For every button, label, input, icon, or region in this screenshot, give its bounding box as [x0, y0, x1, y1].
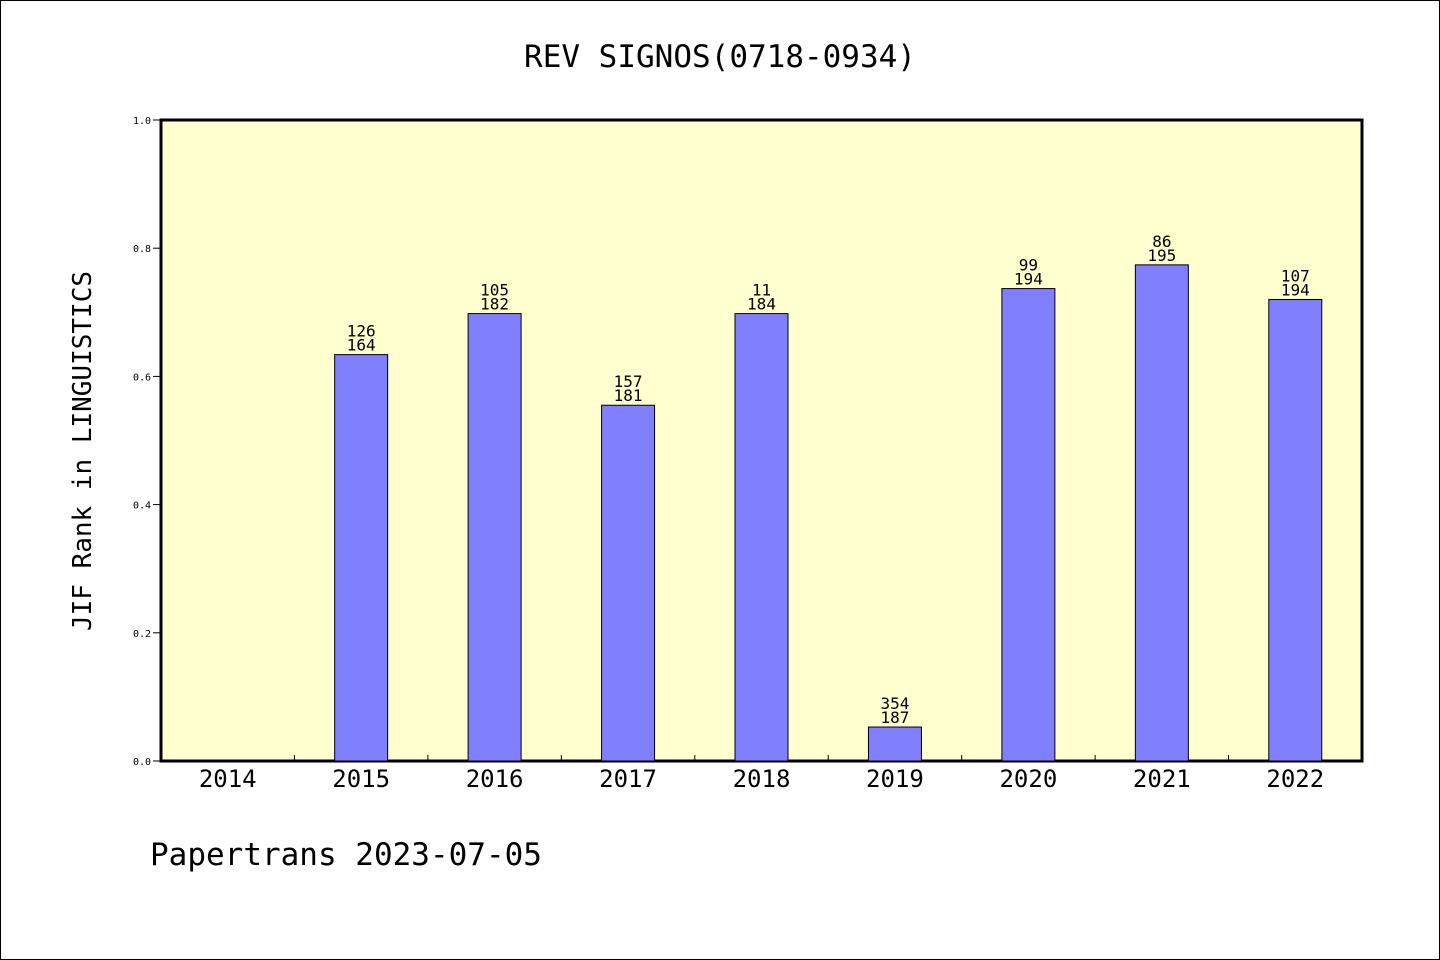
x-axis: 2014 2015 2016 2017 2018 2019 2020 2021 2022: [199, 755, 1324, 793]
bar-total-label: 181: [614, 386, 643, 405]
bar: [867, 726, 922, 762]
bar: [1134, 264, 1189, 762]
footer-text: Papertrans 2023-07-05: [150, 837, 542, 873]
bar-total-label: 187: [880, 708, 909, 727]
bar-rank-label: 99: [1019, 256, 1038, 275]
x-tick-label: 2017: [599, 765, 657, 793]
chart-title: REV SIGNOS(0718-0934): [524, 39, 916, 75]
x-tick-label: 2021: [1133, 765, 1191, 793]
bar-total-label: 194: [1014, 270, 1043, 289]
bar-total-label: 182: [480, 295, 509, 314]
bar: [1268, 298, 1323, 762]
x-tick-label: 2018: [733, 765, 791, 793]
bar: [334, 354, 389, 762]
bar-total-label: 194: [1281, 280, 1310, 299]
y-tick-label: 0.2: [133, 629, 151, 640]
bars-group: [334, 264, 1323, 762]
bar: [601, 404, 656, 762]
bar-total-label: 184: [747, 295, 776, 314]
bar-rank-label: 126: [347, 322, 376, 341]
bar-rank-label: 354: [880, 694, 909, 713]
bar: [1001, 288, 1056, 762]
bar-total-label: 164: [347, 336, 376, 355]
bar-rank-label: 157: [614, 372, 643, 391]
y-tick-label: 0.0: [133, 757, 151, 768]
bar-rank-label: 105: [480, 281, 509, 300]
y-tick-label: 0.6: [133, 372, 151, 383]
y-tick-label: 0.4: [133, 501, 151, 512]
y-axis: 0.0 0.2 0.4 0.6 0.8 1.0: [133, 116, 161, 768]
x-tick-label: 2015: [332, 765, 390, 793]
y-axis-label: JIF Rank in LINGUISTICS: [68, 271, 98, 631]
bar-labels-group: 1261641051821571811118435418799194861951…: [347, 232, 1310, 727]
y-tick-label: 1.0: [133, 116, 151, 127]
bar: [734, 313, 789, 762]
x-tick-label: 2022: [1266, 765, 1324, 793]
bar-total-label: 195: [1147, 246, 1176, 265]
bar-rank-label: 107: [1281, 266, 1310, 285]
x-tick-label: 2020: [999, 765, 1057, 793]
bar-rank-label: 11: [752, 281, 771, 300]
bar: [467, 313, 522, 762]
y-tick-label: 0.8: [133, 244, 151, 255]
x-tick-label: 2016: [466, 765, 524, 793]
bar-rank-label: 86: [1152, 232, 1171, 251]
x-tick-label: 2014: [199, 765, 257, 793]
x-tick-label: 2019: [866, 765, 924, 793]
